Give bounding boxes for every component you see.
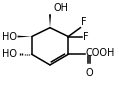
Text: COOH: COOH [86,48,115,58]
Text: HO: HO [2,32,17,42]
Polygon shape [18,36,32,37]
Polygon shape [49,14,51,28]
Text: F: F [83,32,89,42]
Text: O: O [85,68,93,78]
Text: OH: OH [53,3,68,13]
Text: HO: HO [2,49,17,59]
Text: F: F [81,17,87,27]
